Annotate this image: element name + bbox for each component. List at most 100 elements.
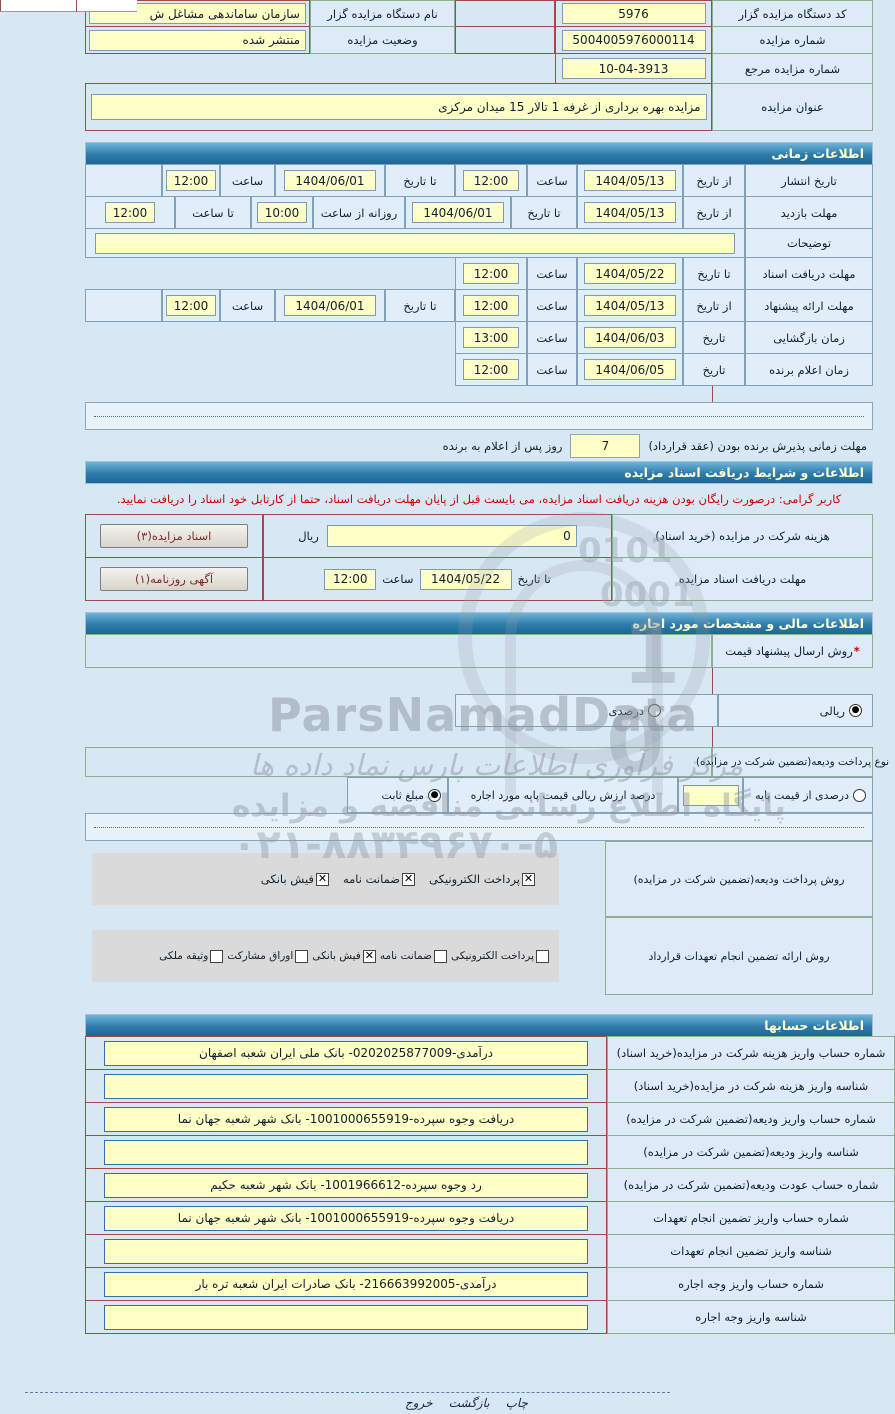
doc-receive-hour-field[interactable]: 12:00	[463, 263, 519, 284]
notes-field[interactable]	[95, 232, 735, 254]
publish-hour2-field[interactable]: 12:00	[166, 170, 216, 191]
percent-radio[interactable]	[648, 704, 661, 717]
deposit-type-cell[interactable]	[85, 747, 712, 777]
checkbox-label: ضمانت نامه	[342, 872, 401, 886]
auction-number-cell: 5004005976000114	[555, 26, 712, 54]
visit-from-date-field[interactable]: 1404/05/13	[584, 202, 676, 223]
account-value-field[interactable]	[104, 1304, 588, 1330]
doc-receive-date-field[interactable]: 1404/05/22	[584, 263, 676, 284]
account-value-field[interactable]	[104, 1139, 588, 1165]
org-name-field[interactable]: سازمان ساماندهی مشاغل ش	[89, 3, 306, 24]
publish-from-date-field[interactable]: 1404/05/13	[584, 170, 676, 191]
back-link[interactable]: بازگشت	[448, 1396, 490, 1410]
checkbox[interactable]	[536, 949, 549, 963]
opening-date-field[interactable]: 1404/06/03	[584, 327, 676, 348]
from-date-label: از تاریخ	[683, 289, 745, 322]
contract-guarantee-options-panel: پرداخت الکترونیکی ضمانت نامه ✕ فیش بانکی…	[92, 930, 559, 982]
account-row: شناسه واریز وجه اجاره	[85, 1300, 895, 1334]
rial-label: ریالی	[819, 703, 845, 718]
docs-deadline-hour-field[interactable]: 12:00	[324, 568, 377, 590]
checkbox[interactable]: ✕	[402, 872, 416, 886]
deposit-type-label: نوع پرداخت ودیعه(تضمین شرکت در مزایده)	[696, 747, 889, 777]
visit-until-hour-field[interactable]: 12:00	[105, 202, 155, 223]
option-electronic-payment[interactable]: پرداخت الکترونیکی	[451, 949, 549, 963]
exit-link[interactable]: خروج	[405, 1396, 433, 1410]
offer-from-cell: 1404/05/13	[577, 289, 683, 322]
offer-to-date-field[interactable]: 1404/06/01	[284, 295, 376, 316]
publish-hour-field[interactable]: 12:00	[463, 170, 519, 191]
row-base-price-mode: درصدی از قیمت پایه درصد ارزش ریالی قیمت …	[347, 777, 873, 813]
visit-deadline-label: مهلت بازدید	[745, 196, 873, 229]
hour-label: ساعت	[527, 353, 577, 386]
auction-title-field[interactable]: مزایده بهره برداری از غرفه 1 تالار 15 می…	[90, 94, 707, 120]
account-value-field[interactable]	[104, 1238, 588, 1264]
checkbox[interactable]: ✕	[522, 872, 535, 886]
winner-date-field[interactable]: 1404/06/05	[584, 359, 676, 380]
checkbox[interactable]: ✕	[315, 872, 329, 886]
spacer	[85, 668, 873, 694]
checkbox[interactable]: ✕	[362, 949, 376, 963]
option-guarantee-letter[interactable]: ضمانت نامه	[380, 949, 447, 963]
reference-number-field[interactable]: 10-04-3913	[561, 58, 706, 79]
notes-cell	[85, 228, 745, 258]
auction-title-label: عنوان مزایده	[712, 83, 873, 131]
checkbox[interactable]	[295, 949, 309, 963]
publish-date-label: تاریخ انتشار	[745, 164, 873, 197]
offer-hour-field[interactable]: 12:00	[463, 295, 519, 316]
spacer	[85, 995, 873, 1015]
auction-number-label: شماره مزایده	[712, 26, 873, 54]
participation-fee-field[interactable]: 0	[326, 525, 577, 547]
empty-cell	[85, 289, 162, 322]
to-date-label: تا تاریخ	[385, 164, 455, 197]
reference-number-label: شماره مزایده مرجع	[712, 53, 873, 84]
option-participation-bonds[interactable]: اوراق مشارکت	[227, 949, 309, 963]
account-value-field[interactable]: دریافت وجوه سپرده-1001000655919- بانک شه…	[104, 1205, 588, 1231]
docs-deadline-date-field[interactable]: 1404/05/22	[419, 568, 512, 590]
base-percent-input[interactable]	[682, 784, 739, 806]
offer-hour2-field[interactable]: 12:00	[166, 295, 216, 316]
auction-documents-button[interactable]: اسناد مزایده(۳)	[100, 524, 248, 548]
auction-title-cell: مزایده بهره برداری از غرفه 1 تالار 15 می…	[85, 83, 712, 131]
contract-guarantee-method-cell: پرداخت الکترونیکی ضمانت نامه ✕ فیش بانکی…	[85, 917, 605, 995]
base-percent-radio[interactable]	[853, 788, 866, 802]
winner-acceptance-days-field[interactable]: 7	[570, 434, 641, 458]
auction-status-field[interactable]: منتشر شده	[89, 29, 306, 51]
option-guarantee-letter[interactable]: ✕ ضمانت نامه	[342, 872, 416, 886]
option-electronic-payment[interactable]: ✕ پرداخت الکترونیکی	[429, 872, 535, 886]
winner-hour-cell: 12:00	[455, 353, 527, 386]
hour-label: ساعت	[527, 321, 577, 354]
option-bank-receipt[interactable]: ✕ فیش بانکی	[261, 872, 329, 886]
price-send-method-cell[interactable]	[85, 634, 712, 668]
date-label: تاریخ	[683, 353, 745, 386]
rial-radio[interactable]: ●	[849, 704, 862, 717]
winner-hour-field[interactable]: 12:00	[463, 359, 519, 380]
option-bank-receipt[interactable]: ✕ فیش بانکی	[312, 949, 376, 963]
visit-to-date-field[interactable]: 1404/06/01	[412, 202, 504, 223]
account-value-field[interactable]: دریافت وجوه سپرده-1001000655919- بانک شه…	[104, 1106, 588, 1132]
account-value-field[interactable]: رد وجوه سپرده-1001966612- بانک شهر شعبه …	[104, 1172, 588, 1198]
hour-label: ساعت	[220, 289, 275, 322]
publish-to-date-field[interactable]: 1404/06/01	[284, 170, 376, 191]
empty-cell	[455, 0, 555, 27]
org-code-field[interactable]: 5976	[561, 3, 706, 24]
empty-area	[85, 321, 455, 354]
row-participation-fee: هزینه شرکت در مزایده (خرید اسناد) 0 ریال…	[85, 514, 873, 558]
visit-daily-from-field[interactable]: 10:00	[257, 202, 307, 223]
checkbox[interactable]	[210, 949, 224, 963]
account-value-field[interactable]	[104, 1073, 588, 1099]
winner-acceptance-label: مهلت زمانی پذیرش برنده بودن (عقد قرارداد…	[648, 439, 867, 453]
auction-number-field[interactable]: 5004005976000114	[561, 29, 706, 51]
footer-links: چاپ بازگشت خروج	[405, 1396, 528, 1410]
row-winner-acceptance: مهلت زمانی پذیرش برنده بودن (عقد قرارداد…	[85, 430, 873, 462]
offer-to-cell: 1404/06/01	[275, 289, 385, 322]
checkbox[interactable]	[433, 949, 447, 963]
fixed-amount-radio[interactable]: ●	[428, 788, 441, 802]
account-value-field[interactable]: درآمدی-216663992005- بانک صادرات ایران ش…	[104, 1271, 588, 1297]
print-link[interactable]: چاپ	[505, 1396, 528, 1410]
offer-from-date-field[interactable]: 1404/05/13	[584, 295, 676, 316]
newspaper-ad-button[interactable]: آگهی روزنامه(۱)	[100, 567, 248, 591]
account-value-field[interactable]: درآمدی-0202025877009- بانک ملی ایران شعب…	[104, 1040, 588, 1066]
option-property-collateral[interactable]: وثیقه ملکی	[159, 949, 224, 963]
opening-hour-field[interactable]: 13:00	[463, 327, 519, 348]
account-value-cell	[85, 1300, 607, 1334]
